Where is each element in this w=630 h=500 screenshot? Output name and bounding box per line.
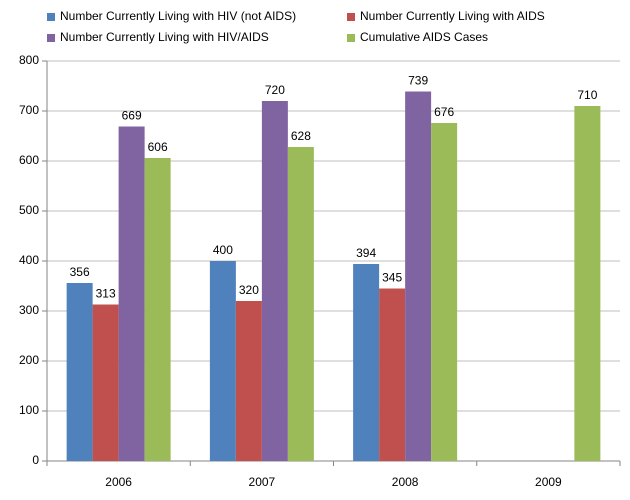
data-label: 720: [265, 83, 285, 97]
x-tick-label: 2007: [249, 475, 276, 489]
data-label: 628: [291, 129, 311, 143]
bar: [379, 288, 406, 461]
x-tick-label: 2009: [535, 475, 562, 489]
bar: [235, 301, 262, 461]
bar: [209, 261, 236, 461]
data-label: 669: [122, 109, 142, 123]
legend-label: Number Currently Living with AIDS: [360, 9, 545, 23]
y-tick-label: 600: [19, 153, 39, 167]
data-label: 320: [239, 283, 259, 297]
data-label: 676: [434, 105, 454, 119]
bar: [405, 91, 432, 461]
bar: [144, 158, 171, 461]
y-tick-label: 200: [19, 353, 39, 367]
y-tick-label: 500: [19, 203, 39, 217]
x-tick-label: 2006: [105, 475, 132, 489]
bar: [353, 264, 380, 461]
data-label: 313: [96, 287, 116, 301]
bar: [118, 126, 145, 461]
legend-swatch: [47, 13, 55, 21]
y-tick-label: 100: [19, 403, 39, 417]
legend-swatch: [347, 13, 355, 21]
data-label: 710: [577, 88, 597, 102]
bar: [66, 283, 93, 461]
bar: [574, 106, 601, 461]
bar: [261, 101, 288, 461]
y-tick-label: 400: [19, 253, 39, 267]
data-label: 345: [382, 271, 402, 285]
data-label: 356: [70, 265, 90, 279]
bar: [287, 147, 314, 461]
y-tick-label: 0: [32, 453, 39, 467]
legend-label: Number Currently Living with HIV/AIDS: [60, 30, 269, 44]
bar: [431, 123, 458, 461]
x-tick-label: 2008: [392, 475, 419, 489]
data-label: 606: [148, 140, 168, 154]
data-label: 394: [356, 246, 376, 260]
bar: [92, 304, 119, 461]
y-tick-label: 700: [19, 103, 39, 117]
y-tick-label: 300: [19, 303, 39, 317]
legend-swatch: [47, 34, 55, 42]
legend-label: Cumulative AIDS Cases: [360, 30, 488, 44]
y-tick-label: 800: [19, 53, 39, 67]
legend-label: Number Currently Living with HIV (not AI…: [60, 9, 296, 23]
data-label: 739: [408, 74, 428, 88]
data-label: 400: [213, 243, 233, 257]
legend-swatch: [347, 34, 355, 42]
